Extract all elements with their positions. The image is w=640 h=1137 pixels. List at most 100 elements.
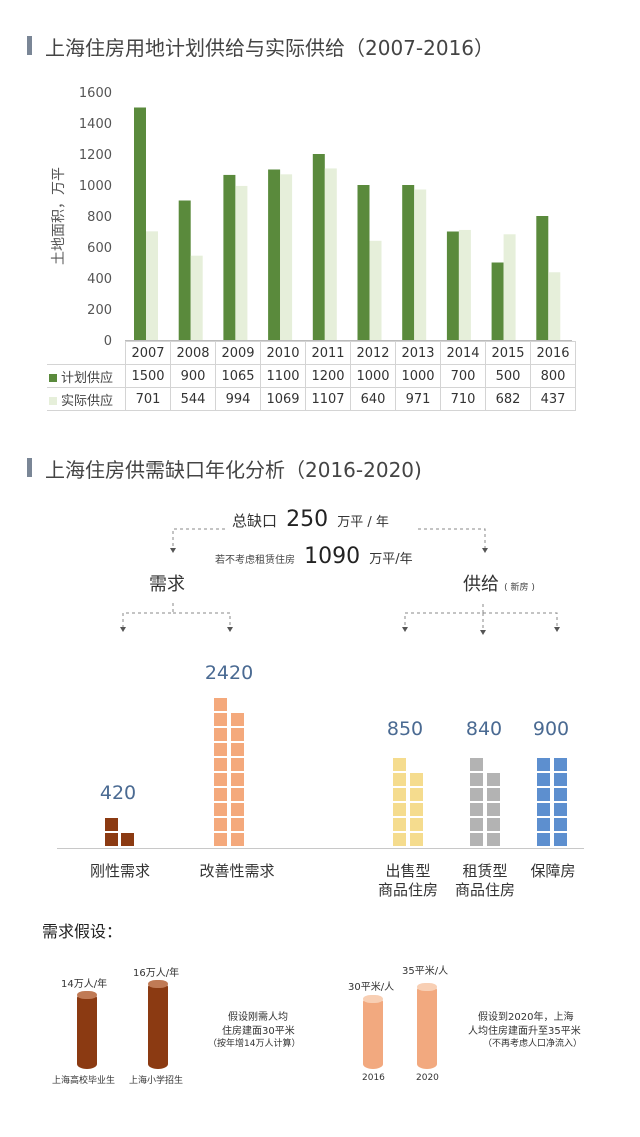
bar-value-label: 14万人/年 [61,979,108,990]
x-tick-label: 2011 [305,341,351,365]
data-cell: 500 [485,364,531,388]
bar-2010-plan [268,169,281,340]
supply-block [554,833,567,846]
supply-block [470,788,483,801]
demand-block [231,773,244,786]
x-tick-label: 2016 [530,341,576,365]
bar-name: 上海小学招生 [129,1076,184,1086]
y-tick-label: 800 [87,210,112,225]
gap-block-chart [105,698,567,846]
item-value: 900 [532,718,570,740]
supply-block [393,758,406,771]
supply-block [537,773,550,786]
demand-block [214,818,227,831]
legend-swatch [49,374,57,382]
cylinder-group-left: 14万人/年 16万人/年 上海高校毕业生 上海小学招生 假设刚需人均 住房建面… [0,960,320,1090]
demand-block [231,713,244,726]
demand-block [214,788,227,801]
x-tick-label: 2010 [260,341,306,365]
supply-block [410,788,423,801]
supply-block [470,773,483,786]
demand-block [231,788,244,801]
supply-block [487,833,500,846]
assumption-note: 人均住房建面升至35平米 [468,1026,581,1037]
bar-2009-actual [235,185,248,340]
cylinder-bar [77,991,97,999]
supply-block [393,818,406,831]
data-cell: 1200 [305,364,351,388]
assumption-note: 假设到2020年，上海 [478,1012,574,1023]
supply-block [554,788,567,801]
bar-2008-plan [178,200,191,340]
supply-block [537,833,550,846]
demand-block [105,818,118,831]
legend-label: 计划供应 [61,370,114,386]
supply-block [470,758,483,771]
item-label: 出售型 商品住房 [377,862,438,899]
data-cell: 1000 [350,364,396,388]
item-value: 2420 [204,662,254,684]
cylinder-bar [148,980,168,988]
supply-block [487,818,500,831]
total-gap-value: 250 [286,507,329,532]
section-title: 上海住房用地计划供给与实际供给（2007-2016） [45,36,495,60]
item-label: 刚性需求 [89,862,150,880]
supply-block [470,833,483,846]
data-cell: 682 [485,387,531,411]
supply-block [470,818,483,831]
bar-2012-actual [369,240,382,340]
demand-label: 需求 [149,574,185,595]
item-label: 保障房 [530,862,576,880]
data-cell: 971 [395,387,441,411]
bar-2013-plan [402,185,415,340]
legend-label: 实际供应 [61,393,114,409]
demand-block [214,698,227,711]
table-row: 计划供应 1500 900 1065 1100 1200 1000 1000 700 500 800 [47,364,576,388]
supply-block [393,803,406,816]
supply-block [487,803,500,816]
total-gap: 总缺口 250 万平 / 年 [232,507,389,532]
data-cell: 994 [215,387,261,411]
bar-2014-actual [458,229,471,340]
demand-block [231,728,244,741]
bar-2016-plan [536,216,549,340]
legend-entry: 计划供应 [47,364,126,388]
cylinder-bar [77,993,97,1069]
bar-2010-actual [280,174,293,340]
data-cell: 1065 [215,364,261,388]
demand-block [231,833,244,846]
alt-gap-unit: 万平/年 [369,552,413,567]
supply-label: 供给 [463,574,499,595]
y-tick-label: 1200 [79,148,112,163]
demand-block [214,773,227,786]
x-tick-label: 2009 [215,341,261,365]
bar-2012-plan [357,185,370,340]
bar-name: 2016 [362,1073,385,1083]
demand-block [214,743,227,756]
demand-block [214,833,227,846]
alt-gap: 若不考虑租赁住房 1090 万平/年 [215,544,413,569]
bar-2014-plan [446,231,459,340]
alt-gap-label: 若不考虑租赁住房 [215,555,295,566]
bar-name: 上海高校毕业生 [52,1076,116,1086]
x-tick-label: 2015 [485,341,531,365]
bar-2011-plan [312,154,325,340]
supply-block [410,803,423,816]
y-tick-label: 0 [104,334,112,345]
y-tick-label: 400 [87,272,112,287]
cylinder-bar [417,983,437,991]
cylinder-group-right: 30平米/人 35平米/人 2016 2020 假设到2020年，上海 人均住房… [320,960,640,1090]
supply-label-wrap: 供给 ( 新房 ) [463,570,535,596]
data-table: 2007 2008 2009 2010 2011 2012 2013 2014 2015 2016… [47,341,576,411]
bar-2007-plan [134,107,146,340]
table-header-row: 2007 2008 2009 2010 2011 2012 2013 2014 2015 2016 [47,341,576,365]
demand-block [231,803,244,816]
supply-block [393,788,406,801]
demand-block [231,818,244,831]
supply-block [410,833,423,846]
supply-block [554,758,567,771]
item-label: 租赁型 商品住房 [454,862,515,899]
supply-block [393,773,406,786]
demand-block [121,833,134,846]
assumption-note: 假设刚需人均 [228,1012,288,1023]
